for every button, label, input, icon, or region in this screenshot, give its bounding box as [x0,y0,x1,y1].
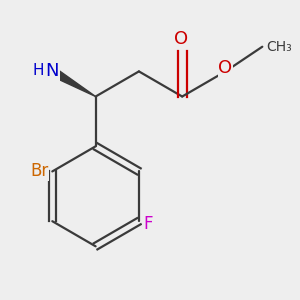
Text: O: O [174,30,188,48]
Text: H: H [32,63,44,78]
Text: O: O [218,59,233,77]
Text: F: F [143,215,152,233]
Text: N: N [46,62,59,80]
Text: CH₃: CH₃ [266,40,292,54]
Polygon shape [50,68,96,97]
Text: Br: Br [30,162,48,180]
